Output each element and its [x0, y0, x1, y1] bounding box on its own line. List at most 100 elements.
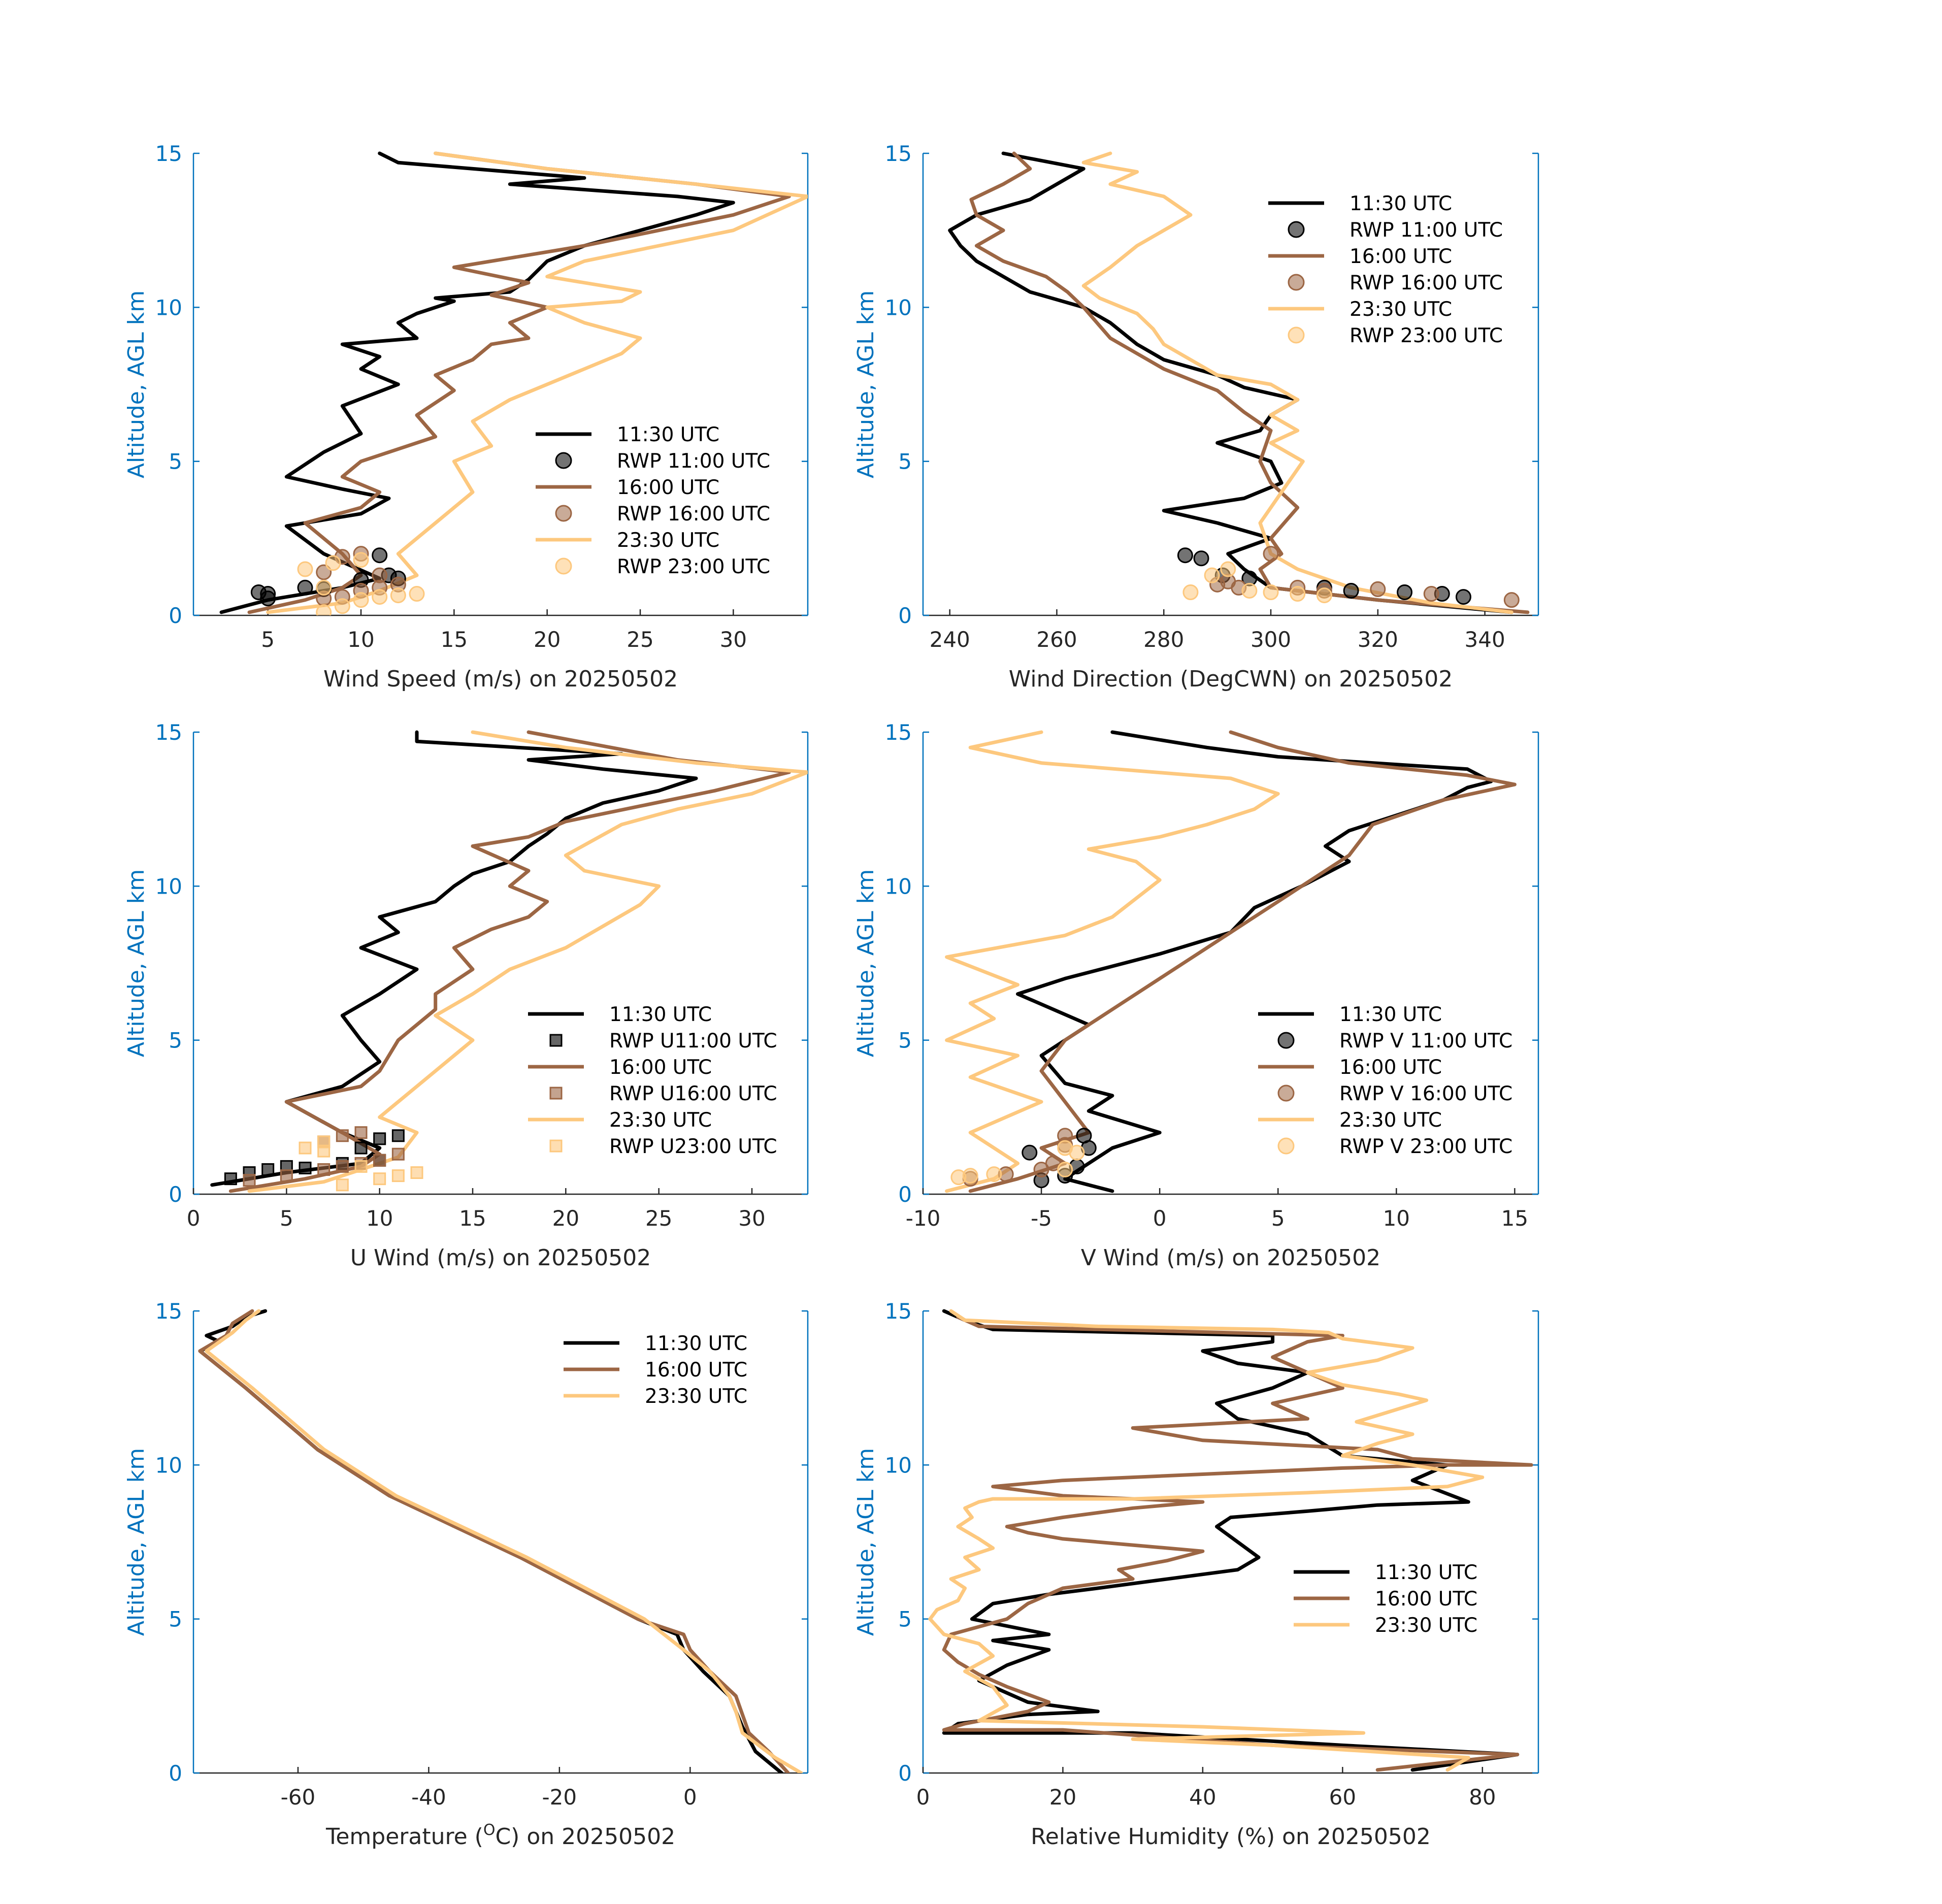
x-axis-label: Wind Direction (DegCWN) on 20250502: [1009, 666, 1453, 692]
y-axis-label: Altitude, AGL km: [123, 290, 149, 478]
x-axis-label: U Wind (m/s) on 20250502: [350, 1245, 651, 1271]
series-line-16-00-utc: [247, 151, 791, 614]
data-point: [1397, 584, 1413, 600]
series-line-16-00-utc: [198, 1309, 790, 1773]
legend-label: 23:30 UTC: [617, 529, 719, 552]
data-point: [372, 567, 388, 583]
legend-label: RWP 23:00 UTC: [1349, 324, 1503, 347]
x-tick-label: 40: [1189, 1785, 1216, 1810]
legend-label: 11:30 UTC: [1375, 1561, 1477, 1584]
legend-label: RWP U16:00 UTC: [609, 1082, 777, 1105]
x-axis-label: Relative Humidity (%) on 20250502: [1031, 1824, 1431, 1850]
data-point: [261, 1163, 275, 1176]
series-line-16-00-utc: [969, 151, 1530, 614]
data-point: [325, 555, 341, 571]
legend: 11:30 UTC RWP 11:00 UTC 16:00 UTC RWP 16:00…: [536, 423, 770, 578]
data-point: [316, 579, 332, 596]
y-axis-label: Altitude, AGL km: [853, 290, 879, 478]
data-point: [372, 589, 388, 605]
legend: 11:30 UTC 16:00 UTC 23:30 UTC: [564, 1332, 747, 1408]
y-tick-label: 5: [169, 1607, 182, 1632]
series-line-23-30-utc: [205, 1309, 803, 1773]
data-point: [986, 1166, 1002, 1183]
data-point: [334, 598, 350, 614]
data-point: [1455, 589, 1471, 605]
y-axis-label: Altitude, AGL km: [853, 869, 879, 1057]
x-tick-label: 5: [261, 627, 275, 652]
data-point: [390, 587, 406, 604]
data-point: [1182, 584, 1199, 600]
x-tick-label: 0: [683, 1785, 697, 1810]
legend-swatch-marker: [549, 1139, 563, 1153]
x-tick-label: -40: [411, 1785, 446, 1810]
series-line-16-00-utc: [968, 730, 1517, 1193]
data-point: [1316, 587, 1332, 604]
plot-area: [210, 730, 808, 1193]
legend-swatch-marker: [555, 557, 572, 575]
data-point: [354, 1126, 368, 1139]
data-point: [1057, 1140, 1073, 1156]
series-line-23-30-utc: [945, 730, 1280, 1193]
data-point: [1423, 586, 1439, 602]
x-axis-label: Temperature (OC) on 20250502: [325, 1821, 675, 1850]
legend-label: RWP 11:00 UTC: [617, 450, 770, 473]
legend-label: 11:30 UTC: [1339, 1003, 1442, 1026]
data-point: [373, 1172, 386, 1186]
legend-swatch-marker: [1277, 1085, 1295, 1102]
y-tick-label: 5: [898, 449, 912, 474]
plot-area: [945, 730, 1517, 1193]
legend-label: 16:00 UTC: [1375, 1588, 1477, 1611]
data-point: [1263, 546, 1279, 562]
x-tick-label: 0: [1153, 1206, 1167, 1231]
y-tick-label: 15: [155, 141, 182, 166]
y-tick-label: 15: [885, 720, 912, 745]
y-axis-label: Altitude, AGL km: [853, 1448, 879, 1636]
data-point: [410, 1166, 423, 1179]
panel-relative-humidity: 0 5 10 15 0 20 40 60 80 Altitude, AGL km Relative …: [853, 1299, 1539, 1850]
panel-wind-direction: 0 5 10 15 240 260 280 300 320 340 Altitude, AGL km…: [853, 141, 1539, 692]
legend-swatch-marker: [1288, 326, 1305, 344]
x-tick-label: 60: [1329, 1785, 1356, 1810]
plot-area: [948, 151, 1530, 614]
data-point: [1241, 582, 1258, 599]
data-point: [391, 1129, 405, 1142]
panel-u-wind: 0 5 10 15 0 5 10 15 20 25 30 Altitude, AGL km U Wind…: [123, 720, 809, 1271]
data-point: [1193, 550, 1209, 567]
y-tick-label: 0: [169, 603, 182, 628]
legend-label: RWP U11:00 UTC: [609, 1030, 777, 1053]
plot-area: [928, 1309, 1533, 1772]
x-tick-label: 240: [930, 627, 970, 652]
data-point: [1503, 592, 1520, 608]
x-tick-label: 80: [1469, 1785, 1496, 1810]
legend-label: 11:30 UTC: [645, 1332, 747, 1355]
legend-label: RWP 11:00 UTC: [1349, 219, 1503, 242]
legend-label: 23:30 UTC: [1375, 1614, 1477, 1637]
x-tick-label: 10: [366, 1206, 393, 1231]
legend-swatch-marker: [549, 1087, 563, 1100]
data-point: [353, 552, 369, 568]
legend-label: 23:30 UTC: [1349, 298, 1452, 321]
legend-label: 16:00 UTC: [609, 1056, 712, 1079]
y-tick-label: 15: [155, 720, 182, 745]
x-tick-label: 25: [645, 1206, 672, 1231]
data-point: [316, 564, 332, 580]
legend-label: RWP U23:00 UTC: [609, 1135, 777, 1158]
y-tick-label: 5: [898, 1028, 912, 1053]
legend-label: 11:30 UTC: [609, 1003, 712, 1026]
legend-label: RWP V 23:00 UTC: [1339, 1135, 1512, 1158]
data-point: [354, 1160, 368, 1173]
data-point: [299, 1141, 312, 1155]
data-point: [297, 561, 313, 577]
legend-swatch-marker: [555, 505, 572, 522]
legend-label: RWP V 16:00 UTC: [1339, 1082, 1512, 1105]
data-point: [1177, 547, 1193, 564]
legend-label: 16:00 UTC: [1339, 1056, 1442, 1079]
legend-label: 23:30 UTC: [609, 1109, 712, 1132]
x-tick-label: -60: [281, 1785, 316, 1810]
data-point: [297, 579, 313, 596]
legend-label: 16:00 UTC: [645, 1359, 747, 1382]
x-axis-label-main: Temperature (: [325, 1824, 483, 1850]
y-tick-label: 5: [898, 1607, 912, 1632]
data-point: [336, 1178, 349, 1192]
